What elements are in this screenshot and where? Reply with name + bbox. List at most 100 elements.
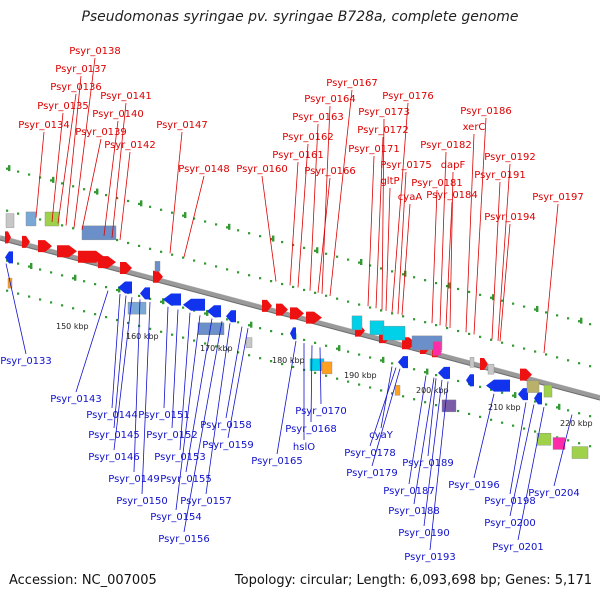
- forward-gene-label: Psyr_0160: [236, 164, 288, 175]
- forward-gene-leader-line: [309, 123, 319, 291]
- tick-dot: [72, 227, 75, 230]
- tick-dot: [160, 250, 163, 253]
- forward-gene-label: Psyr_0184: [426, 190, 478, 201]
- tick-dot: [17, 292, 20, 295]
- tick-major: [228, 223, 231, 230]
- reverse-gene-leader-line: [276, 340, 297, 455]
- reverse-gene-leader-line: [553, 414, 573, 487]
- tick-dot: [259, 277, 262, 280]
- reverse-gene-leader-line: [413, 377, 435, 505]
- forward-gene-label: Psyr_0191: [474, 170, 526, 181]
- tick-dot: [589, 365, 592, 368]
- tick-dot: [556, 356, 559, 359]
- tick-dot: [116, 318, 119, 322]
- tick-dot: [138, 202, 141, 206]
- tick-dot: [83, 280, 86, 283]
- reverse-gene-leader-line: [113, 295, 127, 429]
- forward-gene-arrow: [262, 299, 272, 312]
- feature-block: [543, 384, 553, 398]
- tick-dot: [281, 240, 284, 244]
- tick-dot: [556, 406, 559, 409]
- forward-gene-arrow: [153, 270, 163, 283]
- tick-dot: [457, 379, 460, 383]
- tick-dot: [50, 301, 53, 304]
- tick-dot: [94, 283, 97, 286]
- forward-gene-label: Psyr_0139: [75, 127, 127, 138]
- tick-dot: [17, 212, 20, 215]
- tick-dot: [512, 394, 515, 397]
- forward-gene-label: Psyr_0166: [304, 166, 356, 177]
- tick-dot: [204, 342, 207, 345]
- forward-gene-leader-line: [81, 138, 102, 230]
- reverse-gene-label: Psyr_0152: [146, 430, 198, 441]
- tick-major: [96, 188, 99, 195]
- tick-major: [426, 368, 429, 375]
- tick-dot: [226, 348, 229, 351]
- tick-dot: [204, 312, 207, 315]
- reverse-gene-arrow: [140, 287, 150, 300]
- tick-dot: [160, 330, 163, 333]
- tick-dot: [6, 209, 9, 212]
- feature-block: [154, 261, 161, 272]
- reverse-gene-leader-line: [141, 301, 151, 495]
- forward-gene-label: Psyr_0182: [420, 140, 472, 151]
- feature-block: [571, 446, 589, 459]
- reverse-gene-arrow: [5, 251, 13, 264]
- scale-label: 180 kbp: [272, 356, 305, 365]
- tick-dot: [127, 241, 130, 245]
- tick-major: [316, 247, 319, 254]
- tick-dot: [468, 412, 471, 416]
- tick-dot: [512, 424, 515, 427]
- feature-block: [5, 213, 15, 228]
- tick-major: [140, 200, 143, 207]
- tick-dot: [270, 360, 273, 363]
- reverse-gene-arrow: [438, 366, 450, 379]
- tick-dot: [534, 430, 537, 433]
- tick-dot: [534, 350, 537, 353]
- tick-dot: [545, 311, 548, 314]
- reverse-gene-label: Psyr_0156: [158, 534, 210, 545]
- tick-dot: [578, 362, 581, 365]
- tick-dot: [226, 268, 229, 271]
- tick-dot: [347, 350, 350, 353]
- tick-dot: [435, 324, 438, 327]
- tick-dot: [402, 273, 405, 276]
- tick-major: [338, 345, 341, 352]
- forward-gene-label: Psyr_0167: [326, 78, 378, 89]
- reverse-gene-label: Psyr_0158: [200, 420, 252, 431]
- forward-gene-label: Psyr_0161: [272, 150, 324, 161]
- feature-block: [552, 437, 566, 450]
- reverse-gene-leader-line: [369, 367, 397, 447]
- tick-major: [8, 165, 11, 172]
- tick-dot: [292, 365, 295, 369]
- tick-dot: [61, 304, 64, 307]
- forward-gene-leader-line: [397, 171, 407, 315]
- tick-dot: [83, 188, 86, 191]
- forward-gene-leader-line: [119, 151, 131, 241]
- tick-dot: [314, 371, 317, 374]
- tick-dot: [105, 194, 108, 197]
- tick-major: [272, 235, 275, 242]
- tick-major: [74, 274, 77, 281]
- reverse-gene-leader-line: [427, 378, 437, 457]
- tick-dot: [413, 318, 416, 321]
- reverse-gene-label: Psyr_0150: [116, 496, 168, 507]
- tick-dot: [116, 288, 119, 292]
- reverse-gene-leader-line: [171, 309, 179, 429]
- tick-dot: [589, 415, 592, 418]
- tick-major: [118, 286, 121, 293]
- tick-dot: [28, 265, 31, 268]
- tick-major: [30, 263, 33, 270]
- tick-dot: [435, 374, 438, 377]
- tick-dot: [545, 403, 548, 406]
- feature-block: [441, 399, 457, 413]
- forward-gene-label: Psyr_0136: [50, 82, 102, 93]
- tick-dot: [468, 290, 471, 294]
- reverse-gene-label: Psyr_0155: [160, 474, 212, 485]
- forward-gene-arrow: [276, 303, 288, 316]
- forward-gene-leader-line: [103, 120, 119, 236]
- reverse-gene-label: Psyr_0196: [448, 480, 500, 491]
- tick-dot: [17, 170, 20, 173]
- forward-gene-arrow: [520, 368, 532, 381]
- tick-dot: [336, 347, 339, 350]
